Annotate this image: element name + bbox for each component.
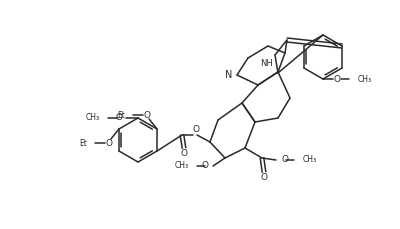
Text: O: O <box>260 172 268 182</box>
Text: O: O <box>192 125 200 134</box>
Text: CH₃: CH₃ <box>303 155 317 164</box>
Text: CH₃: CH₃ <box>86 114 100 123</box>
Text: NH: NH <box>260 59 273 68</box>
Text: O: O <box>106 139 112 147</box>
Text: O: O <box>144 111 150 120</box>
Text: N: N <box>225 70 232 80</box>
Text: CH₃: CH₃ <box>358 74 372 84</box>
Text: O: O <box>115 114 122 123</box>
Text: O: O <box>180 148 188 158</box>
Text: Et: Et <box>117 111 125 120</box>
Text: O: O <box>281 155 288 164</box>
Text: Et: Et <box>79 139 87 147</box>
Text: O: O <box>202 161 209 171</box>
Text: O: O <box>334 74 340 84</box>
Text: CH₃: CH₃ <box>175 161 189 171</box>
